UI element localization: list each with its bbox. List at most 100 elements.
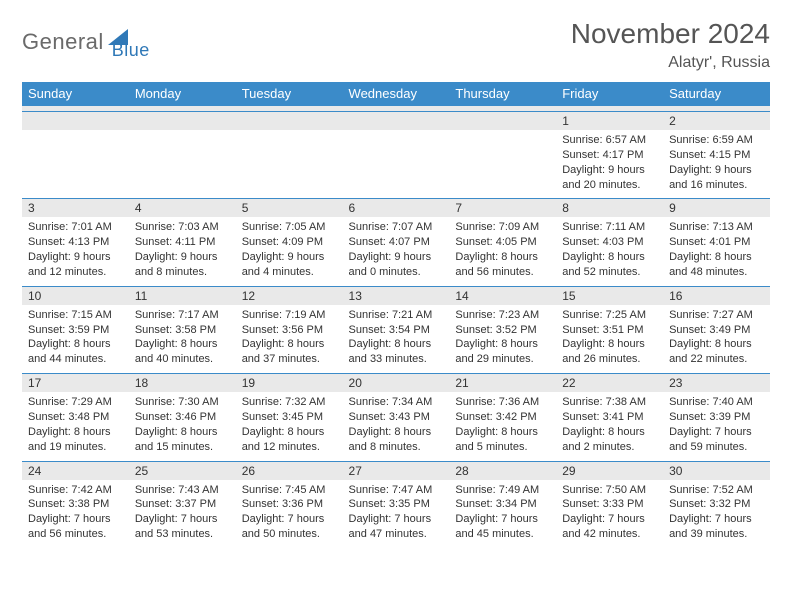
day-body: Sunrise: 7:11 AMSunset: 4:03 PMDaylight:… [556, 217, 663, 285]
day-ss: Sunset: 4:11 PM [135, 235, 230, 250]
day-cell: 3Sunrise: 7:01 AMSunset: 4:13 PMDaylight… [22, 199, 129, 286]
day-d1: Daylight: 8 hours [349, 337, 444, 352]
day-number: 24 [22, 462, 129, 480]
day-number-empty [343, 112, 450, 130]
day-body: Sunrise: 7:25 AMSunset: 3:51 PMDaylight:… [556, 305, 663, 373]
day-body-empty [343, 130, 450, 188]
day-d2: and 5 minutes. [455, 440, 550, 455]
dow-thursday: Thursday [449, 82, 556, 106]
day-d1: Daylight: 7 hours [455, 512, 550, 527]
day-body: Sunrise: 7:38 AMSunset: 3:41 PMDaylight:… [556, 392, 663, 460]
day-d1: Daylight: 9 hours [562, 163, 657, 178]
week-row: 3Sunrise: 7:01 AMSunset: 4:13 PMDaylight… [22, 199, 770, 286]
week-row: 10Sunrise: 7:15 AMSunset: 3:59 PMDayligh… [22, 286, 770, 373]
day-d1: Daylight: 9 hours [669, 163, 764, 178]
day-d1: Daylight: 8 hours [669, 337, 764, 352]
day-cell: 16Sunrise: 7:27 AMSunset: 3:49 PMDayligh… [663, 286, 770, 373]
day-d2: and 47 minutes. [349, 527, 444, 542]
day-number: 8 [556, 199, 663, 217]
day-d1: Daylight: 8 hours [562, 425, 657, 440]
header: General Blue November 2024 Alatyr', Russ… [22, 18, 770, 72]
day-d1: Daylight: 9 hours [135, 250, 230, 265]
day-sr: Sunrise: 7:09 AM [455, 220, 550, 235]
day-d2: and 50 minutes. [242, 527, 337, 542]
day-cell [343, 112, 450, 199]
week-row: 1Sunrise: 6:57 AMSunset: 4:17 PMDaylight… [22, 112, 770, 199]
day-cell: 27Sunrise: 7:47 AMSunset: 3:35 PMDayligh… [343, 461, 450, 548]
day-cell: 24Sunrise: 7:42 AMSunset: 3:38 PMDayligh… [22, 461, 129, 548]
day-d2: and 48 minutes. [669, 265, 764, 280]
dow-row: SundayMondayTuesdayWednesdayThursdayFrid… [22, 82, 770, 106]
day-cell: 12Sunrise: 7:19 AMSunset: 3:56 PMDayligh… [236, 286, 343, 373]
day-body: Sunrise: 7:03 AMSunset: 4:11 PMDaylight:… [129, 217, 236, 285]
day-body: Sunrise: 7:49 AMSunset: 3:34 PMDaylight:… [449, 480, 556, 548]
day-body: Sunrise: 7:45 AMSunset: 3:36 PMDaylight:… [236, 480, 343, 548]
day-d2: and 44 minutes. [28, 352, 123, 367]
day-body: Sunrise: 7:42 AMSunset: 3:38 PMDaylight:… [22, 480, 129, 548]
day-d2: and 8 minutes. [135, 265, 230, 280]
day-body: Sunrise: 7:17 AMSunset: 3:58 PMDaylight:… [129, 305, 236, 373]
day-cell: 10Sunrise: 7:15 AMSunset: 3:59 PMDayligh… [22, 286, 129, 373]
day-d1: Daylight: 9 hours [28, 250, 123, 265]
day-d1: Daylight: 7 hours [669, 425, 764, 440]
day-number: 6 [343, 199, 450, 217]
day-body: Sunrise: 7:34 AMSunset: 3:43 PMDaylight:… [343, 392, 450, 460]
day-body: Sunrise: 6:59 AMSunset: 4:15 PMDaylight:… [663, 130, 770, 198]
day-number: 1 [556, 112, 663, 130]
day-cell: 23Sunrise: 7:40 AMSunset: 3:39 PMDayligh… [663, 374, 770, 461]
day-d2: and 19 minutes. [28, 440, 123, 455]
day-d2: and 2 minutes. [562, 440, 657, 455]
day-number: 3 [22, 199, 129, 217]
day-number: 28 [449, 462, 556, 480]
calendar-body: 1Sunrise: 6:57 AMSunset: 4:17 PMDaylight… [22, 112, 770, 548]
day-body: Sunrise: 7:27 AMSunset: 3:49 PMDaylight:… [663, 305, 770, 373]
day-body: Sunrise: 7:15 AMSunset: 3:59 PMDaylight:… [22, 305, 129, 373]
day-cell: 25Sunrise: 7:43 AMSunset: 3:37 PMDayligh… [129, 461, 236, 548]
day-cell [129, 112, 236, 199]
day-ss: Sunset: 3:36 PM [242, 497, 337, 512]
day-cell: 1Sunrise: 6:57 AMSunset: 4:17 PMDaylight… [556, 112, 663, 199]
day-ss: Sunset: 3:37 PM [135, 497, 230, 512]
day-ss: Sunset: 4:03 PM [562, 235, 657, 250]
day-ss: Sunset: 3:33 PM [562, 497, 657, 512]
day-cell: 13Sunrise: 7:21 AMSunset: 3:54 PMDayligh… [343, 286, 450, 373]
dow-monday: Monday [129, 82, 236, 106]
day-sr: Sunrise: 7:11 AM [562, 220, 657, 235]
day-body: Sunrise: 7:21 AMSunset: 3:54 PMDaylight:… [343, 305, 450, 373]
day-number: 25 [129, 462, 236, 480]
day-body-empty [129, 130, 236, 188]
day-number: 10 [22, 287, 129, 305]
day-d1: Daylight: 8 hours [28, 337, 123, 352]
dow-sunday: Sunday [22, 82, 129, 106]
day-body: Sunrise: 7:50 AMSunset: 3:33 PMDaylight:… [556, 480, 663, 548]
day-d2: and 29 minutes. [455, 352, 550, 367]
day-d1: Daylight: 7 hours [562, 512, 657, 527]
day-d2: and 56 minutes. [455, 265, 550, 280]
title-block: November 2024 Alatyr', Russia [571, 18, 770, 72]
day-ss: Sunset: 3:54 PM [349, 323, 444, 338]
day-number: 23 [663, 374, 770, 392]
day-d1: Daylight: 8 hours [135, 425, 230, 440]
day-sr: Sunrise: 7:38 AM [562, 395, 657, 410]
day-sr: Sunrise: 7:30 AM [135, 395, 230, 410]
day-ss: Sunset: 4:09 PM [242, 235, 337, 250]
day-cell: 28Sunrise: 7:49 AMSunset: 3:34 PMDayligh… [449, 461, 556, 548]
day-d1: Daylight: 8 hours [455, 250, 550, 265]
day-d1: Daylight: 9 hours [349, 250, 444, 265]
day-body: Sunrise: 7:52 AMSunset: 3:32 PMDaylight:… [663, 480, 770, 548]
day-number: 27 [343, 462, 450, 480]
day-ss: Sunset: 3:39 PM [669, 410, 764, 425]
day-sr: Sunrise: 7:50 AM [562, 483, 657, 498]
day-sr: Sunrise: 7:01 AM [28, 220, 123, 235]
logo: General Blue [22, 22, 150, 61]
day-number-empty [129, 112, 236, 130]
day-number: 22 [556, 374, 663, 392]
day-cell: 17Sunrise: 7:29 AMSunset: 3:48 PMDayligh… [22, 374, 129, 461]
day-ss: Sunset: 3:32 PM [669, 497, 764, 512]
day-body: Sunrise: 7:30 AMSunset: 3:46 PMDaylight:… [129, 392, 236, 460]
day-body-empty [449, 130, 556, 188]
day-sr: Sunrise: 7:29 AM [28, 395, 123, 410]
day-cell: 29Sunrise: 7:50 AMSunset: 3:33 PMDayligh… [556, 461, 663, 548]
day-cell: 11Sunrise: 7:17 AMSunset: 3:58 PMDayligh… [129, 286, 236, 373]
day-sr: Sunrise: 7:19 AM [242, 308, 337, 323]
